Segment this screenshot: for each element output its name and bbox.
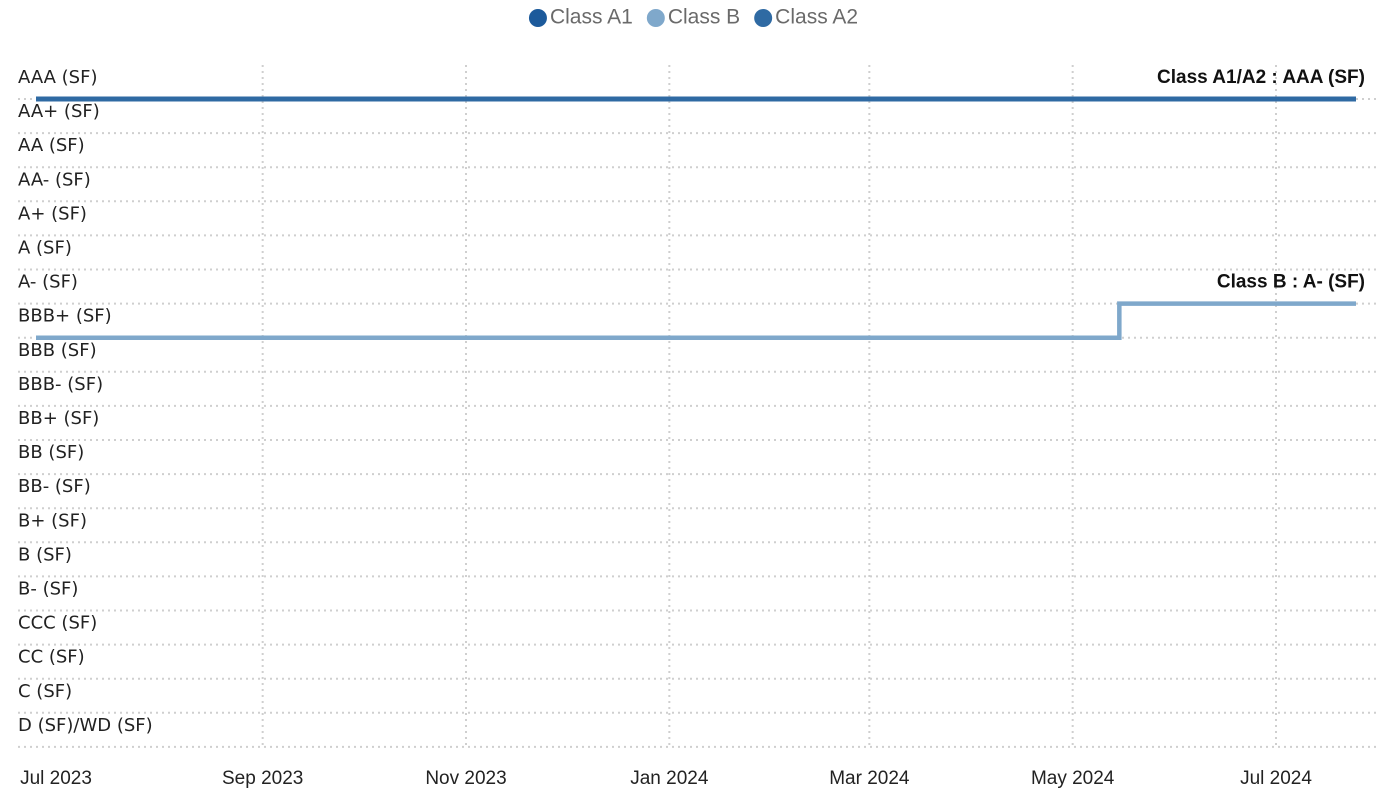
- legend-label: Class A1: [550, 6, 633, 29]
- y-tick-label: AAA (SF): [18, 67, 98, 88]
- y-tick-label: D (SF)/WD (SF): [18, 715, 153, 736]
- x-tick-label: May 2024: [1031, 768, 1115, 789]
- annotation: Class A1/A2 : AAA (SF): [1157, 67, 1365, 88]
- y-tick-label: BB (SF): [18, 442, 84, 463]
- y-tick-label: BBB+ (SF): [18, 306, 112, 327]
- y-tick-label: BB- (SF): [18, 476, 91, 497]
- y-tick-label: A+ (SF): [18, 203, 87, 224]
- legend-swatch: [528, 9, 547, 27]
- annotation: Class B : A- (SF): [1217, 272, 1365, 293]
- y-tick-label: AA- (SF): [18, 169, 91, 190]
- x-tick-label: Mar 2024: [829, 768, 910, 789]
- y-tick-label: CCC (SF): [18, 613, 97, 634]
- legend: Class A1 Class B Class A2: [528, 6, 858, 29]
- x-tick-label: Sep 2023: [222, 768, 303, 789]
- legend-swatch: [754, 9, 773, 27]
- x-tick-label: Jan 2024: [630, 768, 709, 789]
- y-tick-label: AA+ (SF): [18, 101, 100, 122]
- series-line: [36, 301, 1356, 340]
- y-tick-label: CC (SF): [18, 647, 85, 668]
- x-tick-label: Jul 2024: [1240, 768, 1312, 789]
- y-tick-label: AA (SF): [18, 135, 85, 156]
- y-tick-label: A- (SF): [18, 272, 78, 293]
- x-tick-label: Jul 2023: [20, 768, 92, 789]
- y-tick-label: C (SF): [18, 681, 72, 702]
- x-tick-label: Nov 2023: [425, 768, 506, 789]
- y-tick-label: BB+ (SF): [18, 408, 99, 429]
- y-tick-label: B (SF): [18, 544, 72, 565]
- y-tick-label: B+ (SF): [18, 510, 87, 531]
- legend-swatch: [646, 9, 665, 27]
- y-tick-label: A (SF): [18, 238, 72, 259]
- legend-label: Class A2: [775, 6, 858, 29]
- y-tick-label: BBB (SF): [18, 340, 97, 361]
- y-tick-label: B- (SF): [18, 579, 78, 600]
- y-tick-label: BBB- (SF): [18, 374, 103, 395]
- legend-label: Class B: [668, 6, 740, 29]
